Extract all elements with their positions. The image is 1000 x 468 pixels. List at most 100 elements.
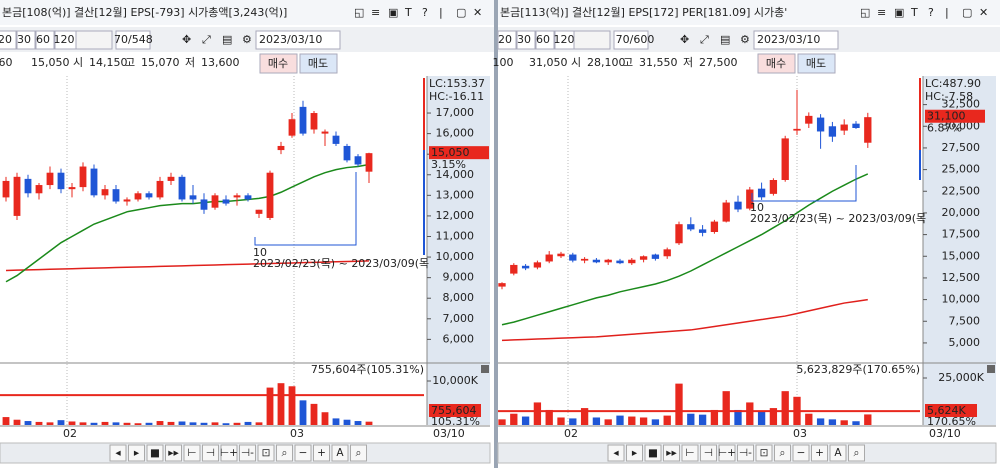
window-icon[interactable]: ≡	[371, 6, 380, 19]
scroll-button[interactable]	[681, 444, 699, 462]
window-icon[interactable]: ✕	[473, 6, 482, 19]
candle-body	[277, 145, 285, 151]
candle-body	[816, 117, 825, 132]
window-icon[interactable]: |	[945, 6, 949, 19]
scroll-icon: ▸▸	[666, 447, 677, 459]
scroll-icon: ⌕	[282, 447, 288, 459]
window-icon[interactable]: ◱	[860, 6, 870, 19]
indicator-label: LC:153.37	[429, 77, 485, 90]
scroll-button[interactable]	[663, 444, 680, 462]
window-icon[interactable]: ≡	[877, 6, 886, 19]
dropdown[interactable]	[573, 30, 611, 50]
scroll-icon: ◂	[115, 447, 121, 459]
scroll-button[interactable]	[109, 444, 127, 462]
scroll-icon: +	[317, 447, 326, 459]
period-button[interactable]	[497, 30, 517, 50]
quote-label: 시	[571, 56, 581, 69]
window-icon[interactable]: ?	[422, 6, 428, 19]
moving-average	[501, 173, 869, 326]
date-input[interactable]	[255, 30, 341, 50]
scroll-button[interactable]	[128, 444, 145, 462]
volume-bar	[710, 409, 719, 425]
tool-icon[interactable]: ⚙	[740, 33, 750, 46]
scroll-button[interactable]	[626, 444, 643, 462]
window-icon[interactable]: T	[404, 6, 412, 19]
range-dates: 2023/02/23(목) ~ 2023/03/09(목	[750, 212, 926, 225]
window-icon[interactable]: ✕	[979, 6, 988, 19]
tool-icon[interactable]: ✥	[182, 33, 191, 46]
volume-bar	[310, 403, 318, 425]
y-tick-label: 13,000	[436, 188, 475, 201]
window-icon[interactable]: ▢	[962, 6, 972, 19]
tool-icon[interactable]: ⤢	[700, 33, 709, 46]
window-icon[interactable]: T	[910, 6, 918, 19]
scroll-button[interactable]	[811, 444, 828, 462]
count-input[interactable]	[115, 30, 151, 50]
period-button[interactable]	[535, 30, 555, 50]
scroll-button[interactable]	[202, 444, 219, 462]
candle-body	[156, 180, 164, 198]
scroll-button[interactable]	[792, 444, 810, 462]
buy-button[interactable]	[259, 53, 298, 74]
scroll-button[interactable]	[257, 444, 275, 462]
y-tick-label: 5,000	[949, 336, 981, 349]
count-input[interactable]	[613, 30, 649, 50]
scroll-button[interactable]	[700, 444, 717, 462]
tool-icon[interactable]: ▤	[222, 33, 232, 46]
scroll-button[interactable]	[313, 444, 330, 462]
candle-body	[200, 199, 208, 210]
tool-icon[interactable]: ✥	[680, 33, 689, 46]
scroll-button[interactable]	[294, 444, 312, 462]
scroll-button[interactable]	[774, 444, 791, 462]
scroll-button[interactable]	[276, 444, 293, 462]
volume-bar	[663, 415, 671, 425]
tool-icon[interactable]: ⚙	[242, 33, 252, 46]
scroll-button[interactable]	[848, 444, 865, 462]
period-button[interactable]	[516, 30, 536, 50]
candle-body	[178, 176, 186, 200]
scroll-button[interactable]	[718, 444, 736, 462]
window-icon[interactable]: |	[439, 6, 443, 19]
scroll-icon: ⊢	[187, 447, 196, 459]
scroll-button[interactable]	[829, 444, 847, 462]
buy-button[interactable]	[757, 53, 796, 74]
scroll-button[interactable]	[239, 444, 256, 462]
scroll-button[interactable]	[220, 444, 238, 462]
candle-body	[68, 187, 76, 190]
candle-body	[734, 201, 742, 210]
scroll-button[interactable]	[755, 444, 773, 462]
quote-value: 28,100	[587, 56, 626, 69]
y-tick-label: 10,000	[436, 250, 475, 263]
scroll-button[interactable]	[737, 444, 754, 462]
scroll-button[interactable]	[146, 444, 164, 462]
scroll-button[interactable]	[644, 444, 662, 462]
scroll-button[interactable]	[183, 444, 201, 462]
window-icon[interactable]: ◱	[354, 6, 364, 19]
tool-icon[interactable]: ▤	[720, 33, 730, 46]
period-button[interactable]	[35, 30, 55, 50]
y-tick-label: 27,500	[942, 141, 981, 154]
scroll-button[interactable]	[165, 444, 182, 462]
tool-icon[interactable]: ⤢	[202, 33, 211, 46]
window-icon[interactable]: ▣	[894, 6, 904, 19]
window-icon[interactable]: ▢	[456, 6, 466, 19]
candle-body	[864, 117, 872, 143]
scroll-button[interactable]	[350, 444, 367, 462]
dropdown[interactable]	[75, 30, 113, 50]
moving-average	[5, 260, 370, 272]
period-button[interactable]	[16, 30, 36, 50]
volume-bar	[769, 408, 778, 425]
sell-button[interactable]	[797, 53, 836, 74]
scroll-button[interactable]	[607, 444, 625, 462]
y-tick-label: 17,500	[942, 228, 981, 241]
volume-bar	[2, 417, 10, 425]
period-button[interactable]	[0, 30, 17, 50]
scroll-button[interactable]	[331, 444, 349, 462]
sell-button[interactable]	[299, 53, 338, 74]
current-change: 6.87%	[927, 122, 962, 135]
window-icon[interactable]: ?	[928, 6, 934, 19]
scroll-icon: ⊢+	[718, 447, 736, 459]
window-icon[interactable]: ▣	[388, 6, 398, 19]
volume-bar	[79, 422, 87, 425]
date-input[interactable]	[753, 30, 839, 50]
